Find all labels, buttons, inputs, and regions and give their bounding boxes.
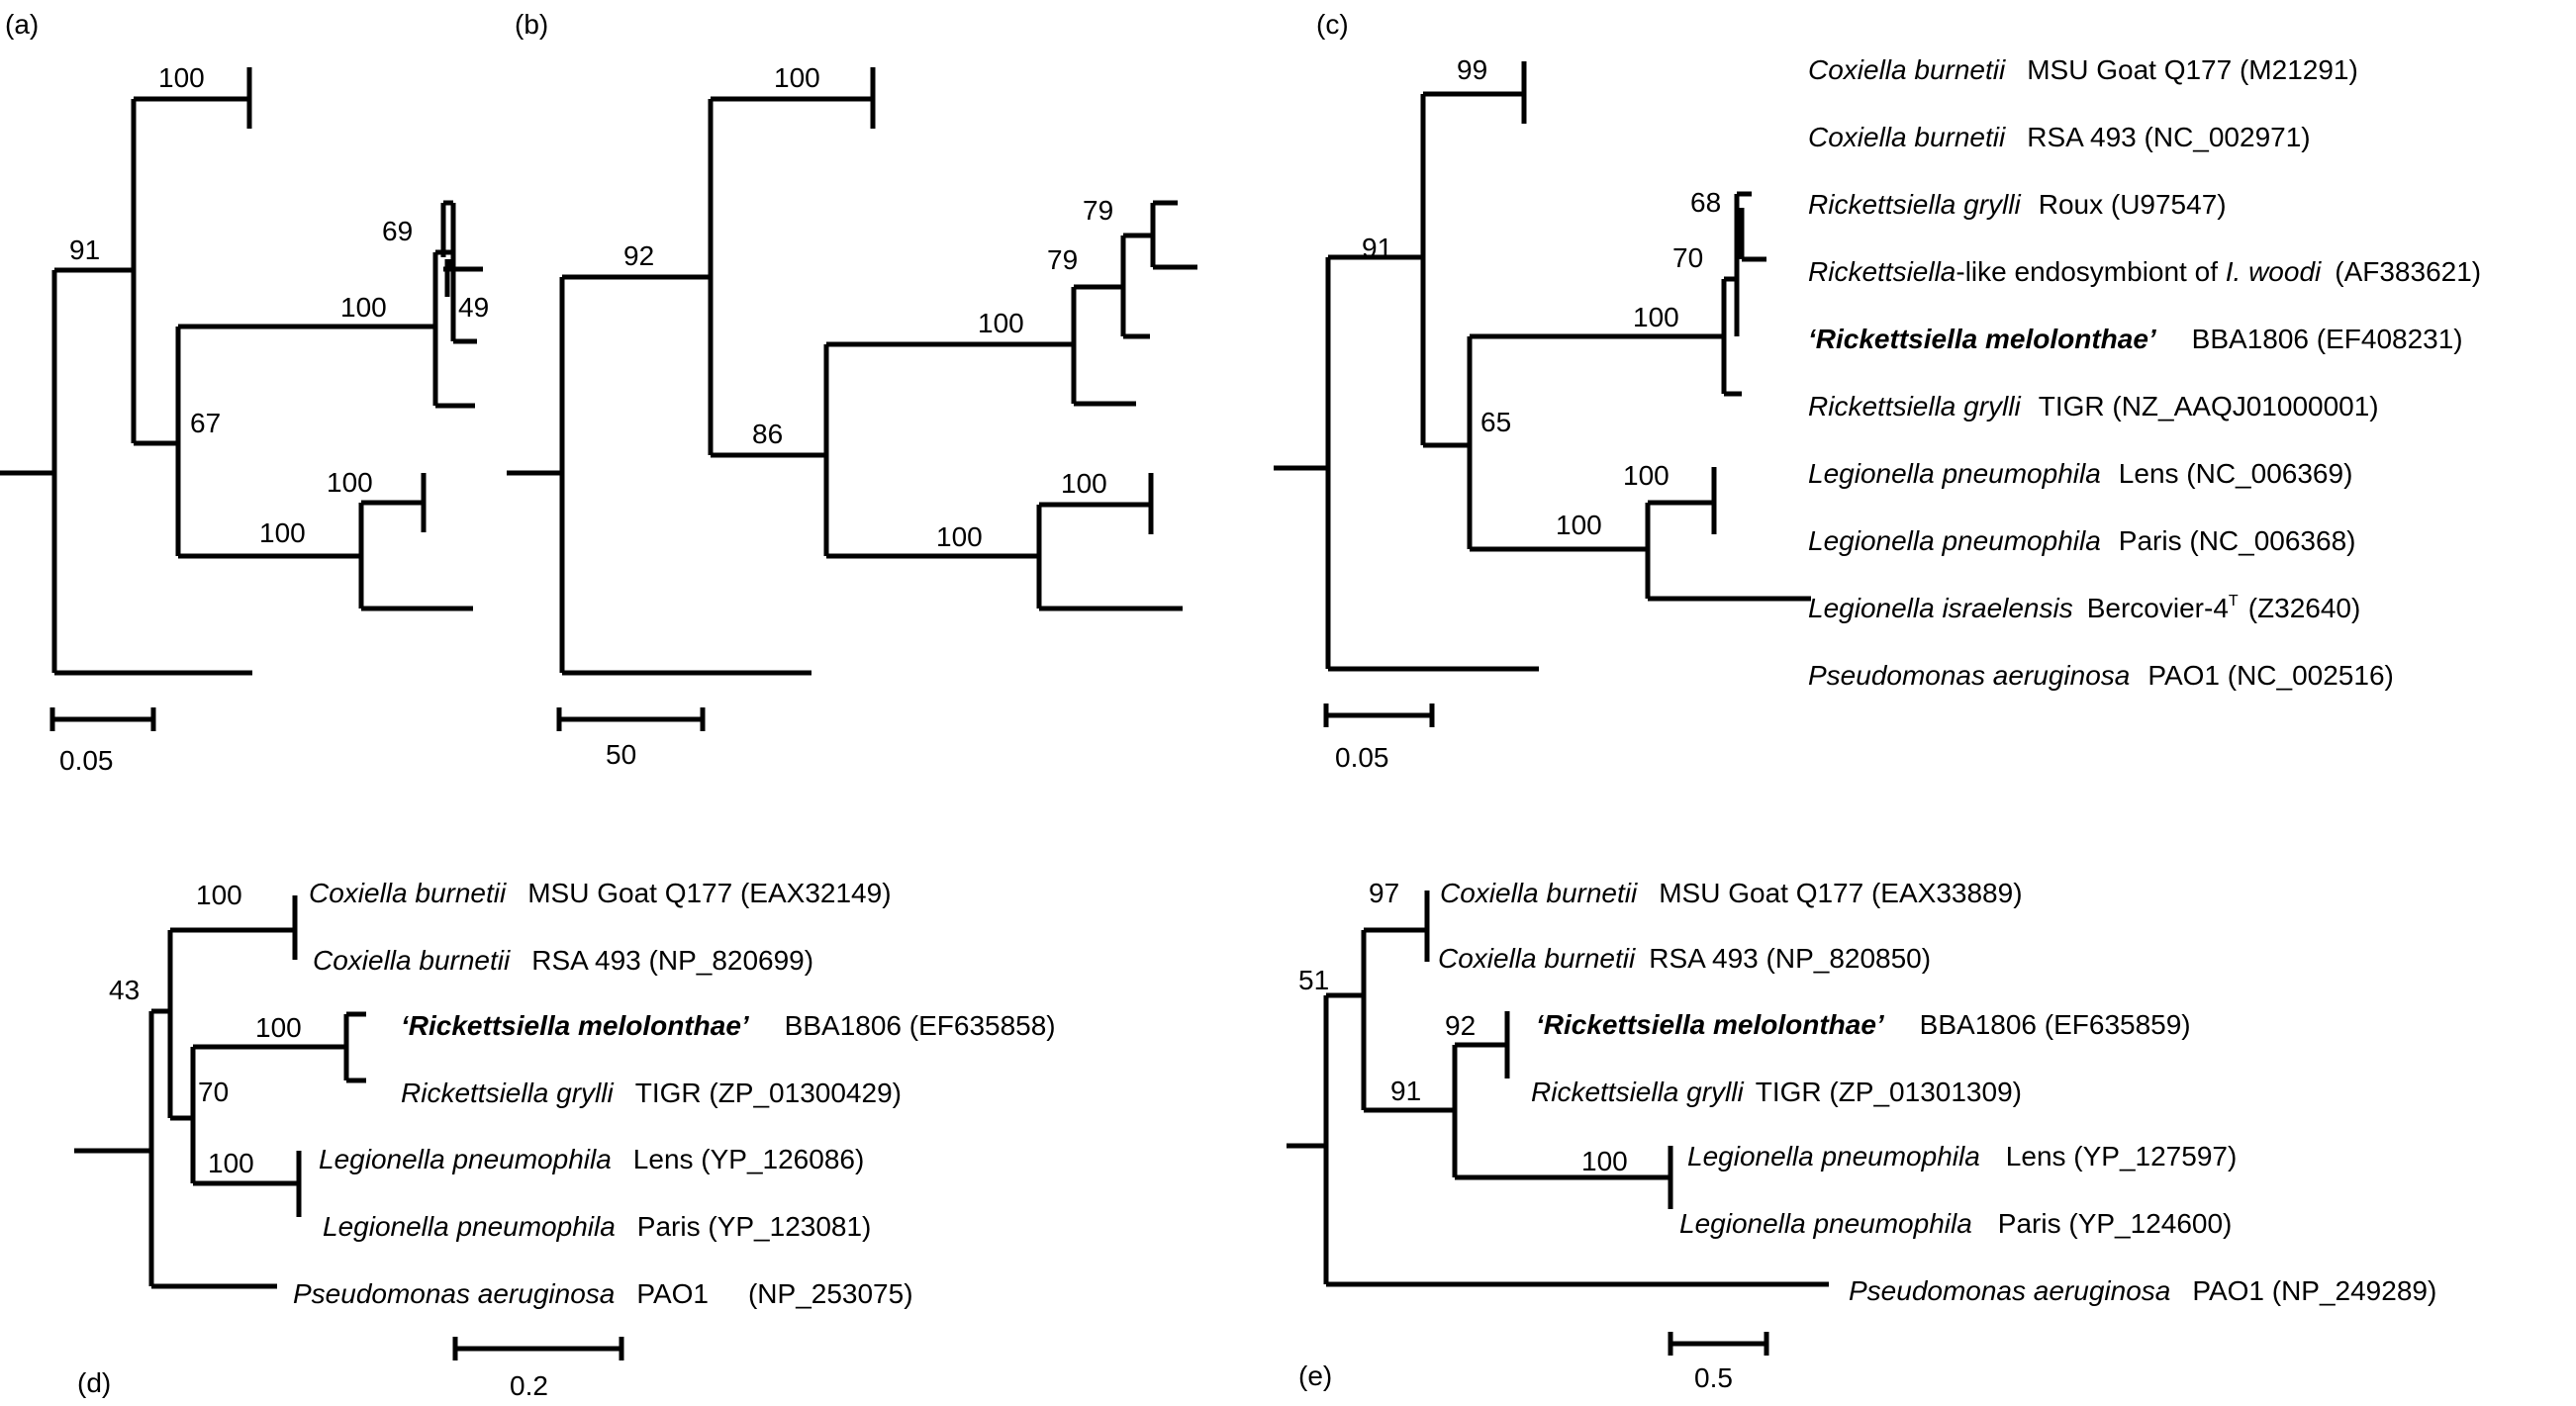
- taxon-label: ‘Rickettsiella melolonthae’ BBA1806 (EF63…: [1536, 1009, 2191, 1040]
- bootstrap-label: 100: [208, 1148, 254, 1178]
- bootstrap-label: 51: [1298, 965, 1329, 995]
- panel-e: (e) 97 51 92 91 100 Coxiella burnetii MSU…: [1287, 878, 2436, 1393]
- bootstrap-label: 100: [1623, 460, 1670, 491]
- bootstrap-label: 79: [1047, 244, 1078, 275]
- bootstrap-label: 97: [1369, 878, 1399, 908]
- bootstrap-label: 68: [1690, 187, 1721, 218]
- panel-label-b: (b): [515, 9, 548, 40]
- bootstrap-label: 91: [1362, 233, 1392, 263]
- panel-label-a: (a): [5, 9, 39, 40]
- taxon-label: Coxiella burnetii RSA 493 (NP_820699): [313, 945, 813, 976]
- taxon-label: Legionella pneumophila Paris (YP_123081): [323, 1211, 871, 1242]
- taxon-label: Coxiella burnetii RSA 493 (NP_820850): [1438, 943, 1931, 974]
- panel-label-d: (d): [77, 1367, 111, 1398]
- taxon-label: Pseudomonas aeruginosa PAO1 (NC_002516): [1808, 660, 2394, 691]
- bootstrap-label: 79: [1083, 195, 1113, 226]
- taxon-label: Pseudomonas aeruginosa PAO1 (NP_253075): [293, 1278, 913, 1309]
- taxon-label: Rickettsiella-like endosymbiont of I. wo…: [1808, 256, 2481, 287]
- bootstrap-label: 69: [382, 216, 413, 246]
- tree-e: [1287, 890, 1829, 1287]
- taxon-label: Legionella pneumophila Lens (YP_126086): [319, 1144, 864, 1174]
- scale-label-a: 0.05: [59, 745, 114, 776]
- panel-label-c: (c): [1316, 9, 1349, 40]
- taxon-label: Coxiella burnetii MSU Goat Q177 (M21291): [1808, 54, 2358, 85]
- bootstrap-label: 67: [190, 408, 221, 438]
- scale-label-d: 0.2: [510, 1370, 548, 1401]
- panel-label-e: (e): [1298, 1360, 1332, 1391]
- bootstrap-label: 92: [1445, 1010, 1476, 1041]
- scale-bar-d: 0.2: [452, 1337, 624, 1401]
- taxon-label: Legionella pneumophila Paris (YP_124600): [1679, 1208, 2232, 1239]
- bootstrap-label: 91: [1390, 1076, 1421, 1106]
- taxon-label: Rickettsiella grylli TIGR (ZP_01301309): [1531, 1077, 2022, 1107]
- taxon-label: Coxiella burnetii MSU Goat Q177 (EAX32149…: [309, 878, 892, 908]
- taxa-list-d: Coxiella burnetii MSU Goat Q177 (EAX32149…: [293, 878, 1056, 1309]
- taxon-label: Rickettsiella grylli TIGR (NZ_AAQJ0100000…: [1808, 391, 2379, 422]
- bootstrap-label: 91: [69, 234, 100, 265]
- bootstrap-label: 100: [1633, 302, 1679, 332]
- scale-bar-b: 50: [556, 707, 706, 770]
- panel-b: (b) 100 92 79 79 100 86 100 100 50: [507, 9, 1197, 770]
- taxon-label: ‘Rickettsiella melolonthae’ BBA1806 (EF40…: [1808, 324, 2463, 354]
- bootstrap-label: 49: [458, 292, 489, 323]
- taxon-label: Coxiella burnetii RSA 493 (NC_002971): [1808, 122, 2311, 152]
- scale-label-b: 50: [606, 739, 636, 770]
- tree-a: [0, 67, 483, 676]
- scale-bar-a: 0.05: [49, 707, 156, 776]
- taxa-list-e: Coxiella burnetii MSU Goat Q177 (EAX33889…: [1438, 878, 2436, 1306]
- taxon-label: Rickettsiella grylli Roux (U97547): [1808, 189, 2227, 220]
- taxon-label: Legionella israelensis Bercovier-4T (Z3264…: [1808, 593, 2360, 623]
- panel-c: (c) 99 91 68 70 100 65 100 100 Coxiella …: [1274, 9, 2481, 773]
- taxon-label: Legionella pneumophila Paris (NC_006368): [1808, 525, 2355, 556]
- taxon-label: Pseudomonas aeruginosa PAO1 (NP_249289): [1849, 1275, 2436, 1306]
- bootstrap-label: 100: [259, 517, 306, 548]
- taxon-label: ‘Rickettsiella melolonthae’ BBA1806 (EF63…: [401, 1010, 1056, 1041]
- bootstrap-label: 70: [1672, 242, 1703, 273]
- bootstrap-label: 70: [198, 1077, 229, 1107]
- bootstrap-label: 100: [196, 880, 242, 910]
- bootstrap-label: 100: [327, 467, 373, 498]
- bootstrap-label: 100: [1061, 468, 1107, 499]
- bootstrap-label: 43: [109, 975, 140, 1005]
- taxon-label: Legionella pneumophila Lens (YP_127597): [1687, 1141, 2237, 1172]
- bootstrap-label: 86: [752, 419, 783, 449]
- bootstrap-label: 100: [158, 62, 205, 93]
- panel-d: (d) 100 43 100 70 100 Coxiella burnetii M…: [74, 878, 1056, 1401]
- bootstrap-label: 100: [978, 308, 1024, 338]
- bootstrap-label: 100: [936, 521, 983, 552]
- bootstrap-label: 92: [623, 240, 654, 271]
- bootstrap-label: 65: [1480, 407, 1511, 437]
- bootstrap-label: 100: [774, 62, 820, 93]
- bootstrap-label: 100: [255, 1012, 302, 1043]
- scale-bar-e: 0.5: [1668, 1332, 1769, 1393]
- taxon-label: Coxiella burnetii MSU Goat Q177 (EAX33889…: [1440, 878, 2023, 908]
- scale-bar-c: 0.05: [1323, 703, 1435, 773]
- scale-label-e: 0.5: [1694, 1362, 1733, 1393]
- tree-c: [1274, 61, 1811, 672]
- bootstrap-label: 100: [340, 292, 387, 323]
- tree-d: [74, 895, 366, 1289]
- bootstrap-label: 100: [1556, 510, 1602, 540]
- panel-a: (a) 100 91 69 100 49 67 100 100 0.05: [0, 9, 489, 776]
- taxa-list-c: Coxiella burnetii MSU Goat Q177 (M21291) …: [1808, 54, 2481, 691]
- taxon-label: Legionella pneumophila Lens (NC_006369): [1808, 458, 2352, 489]
- bootstrap-label: 100: [1581, 1146, 1628, 1176]
- bootstrap-label: 99: [1457, 54, 1487, 85]
- taxon-label: Rickettsiella grylli TIGR (ZP_01300429): [401, 1078, 902, 1108]
- scale-label-c: 0.05: [1335, 742, 1389, 773]
- tree-b: [507, 67, 1197, 676]
